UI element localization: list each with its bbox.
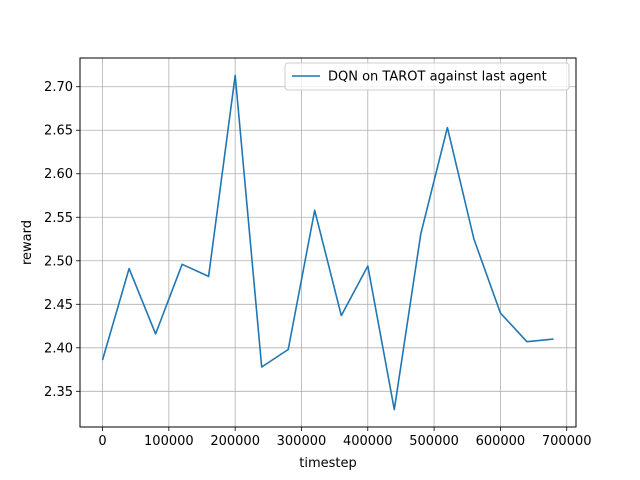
y-tick-label: 2.60 xyxy=(44,167,73,182)
y-tick-label: 2.35 xyxy=(44,385,73,400)
y-tick-label: 2.40 xyxy=(44,341,73,356)
y-tick-label: 2.70 xyxy=(44,80,73,95)
x-tick-label: 200000 xyxy=(210,434,260,449)
y-tick-label: 2.65 xyxy=(44,124,73,139)
y-axis-ticks: 2.35 2.40 2.45 2.50 2.55 2.60 2.65 2.70 xyxy=(44,80,80,400)
grid-lines xyxy=(80,58,576,427)
plot-frame xyxy=(79,57,577,428)
legend-box xyxy=(284,62,570,91)
x-tick-label: 100000 xyxy=(144,434,194,449)
x-tick-label: 400000 xyxy=(343,434,393,449)
x-tick-label: 0 xyxy=(98,434,106,449)
y-tick-label: 2.45 xyxy=(44,298,73,313)
x-axis-ticks: 0 100000 200000 300000 400000 500000 600000 700… xyxy=(98,427,592,449)
y-tick-label: 2.55 xyxy=(44,211,73,226)
x-tick-label: 700000 xyxy=(542,434,592,449)
x-tick-label: 500000 xyxy=(409,434,459,449)
x-tick-label: 600000 xyxy=(476,434,526,449)
legend: DQN on TAROT against last agent xyxy=(284,62,570,91)
y-tick-label: 2.50 xyxy=(44,254,73,269)
legend-label: DQN on TAROT against last agent xyxy=(328,70,547,85)
y-axis-label: reward xyxy=(20,220,35,265)
series-lines xyxy=(101,74,554,411)
x-axis-label: timestep xyxy=(299,456,357,471)
series-line xyxy=(101,74,554,411)
x-tick-label: 300000 xyxy=(277,434,327,449)
